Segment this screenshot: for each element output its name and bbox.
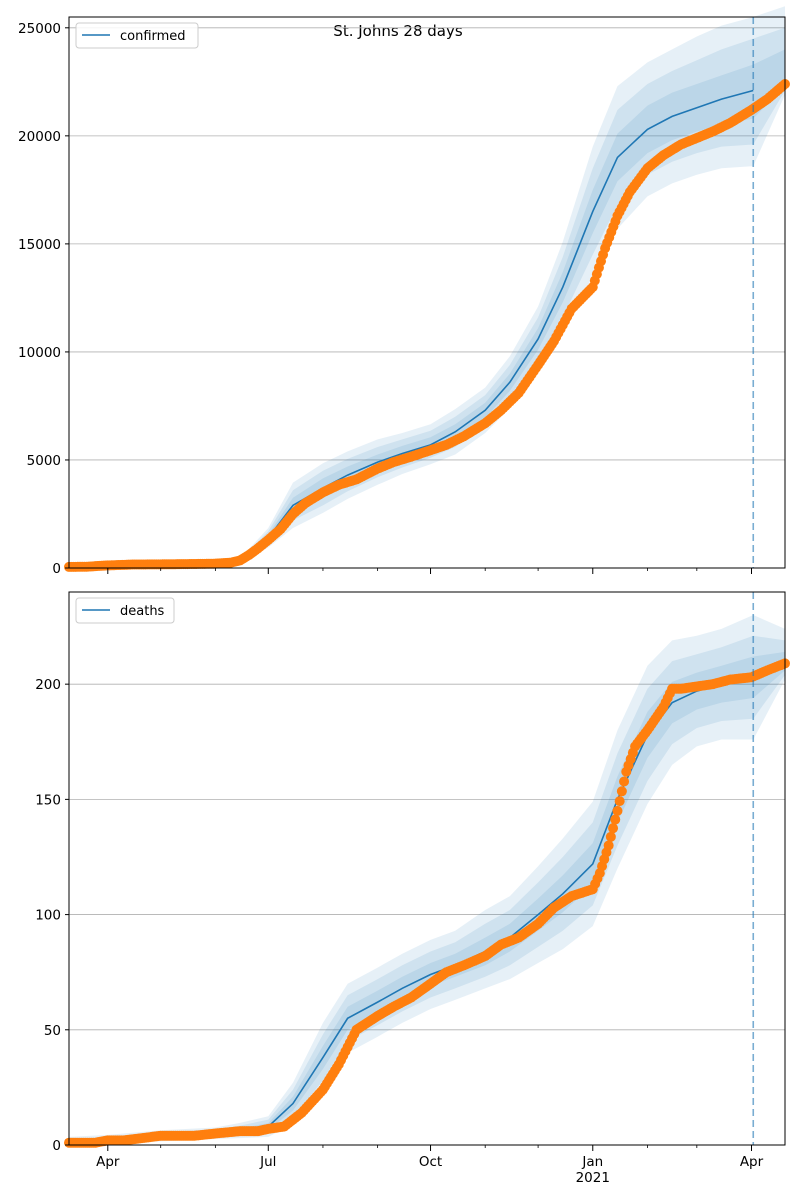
plot-frame	[68, 591, 786, 1146]
observed-point	[619, 776, 630, 787]
y-tick-label: 5000	[27, 453, 61, 469]
legend-box	[75, 22, 199, 49]
x-tick-label: Jan	[581, 1154, 603, 1170]
observed-point	[608, 823, 619, 834]
legend-box	[75, 597, 175, 624]
confidence-band	[69, 6, 785, 568]
x-tick-label: Jul	[259, 1154, 276, 1170]
y-tick-label: 0	[52, 561, 61, 577]
y-tick-label: 25000	[18, 21, 61, 37]
y-tick-label: 0	[52, 1138, 61, 1154]
observed-point	[612, 805, 623, 816]
confidence-band	[69, 49, 785, 568]
y-tick-label: 20000	[18, 129, 61, 145]
y-tick-label: 10000	[18, 345, 61, 361]
observed-series-confirmed	[64, 78, 790, 572]
observed-point	[614, 796, 625, 807]
observed-point	[610, 814, 621, 825]
legend-label: deaths	[120, 604, 165, 619]
confidence-band	[69, 615, 785, 1145]
chart-panel-confirmed: 0 5000 10000 15000 20000 25000 confirmed	[18, 6, 790, 577]
x-tick-label: Apr	[740, 1154, 764, 1170]
x-tick-label: Apr	[96, 1154, 120, 1170]
legend-confirmed: confirmed	[75, 22, 199, 49]
chart-suptitle: St. Johns 28 days	[333, 22, 463, 40]
panels: 0 5000 10000 15000 20000 25000 confirmed 0 50 100…	[18, 6, 790, 1186]
y-tick-label: 50	[44, 1023, 61, 1039]
y-tick-label: 15000	[18, 237, 61, 253]
y-tick-label: 100	[35, 908, 61, 924]
legend-deaths: deaths	[75, 597, 175, 624]
confidence-band	[69, 651, 785, 1144]
confidence-band	[69, 27, 785, 568]
x-tick-sublabel: 2021	[576, 1170, 610, 1186]
x-tick-label: Oct	[419, 1154, 442, 1170]
observed-point	[603, 840, 614, 851]
observed-point	[616, 786, 627, 797]
observed-point	[605, 831, 616, 842]
y-tick-label: 150	[35, 792, 61, 808]
y-tick-label: 200	[35, 677, 61, 693]
legend-label: confirmed	[120, 29, 186, 44]
plot-frame	[68, 16, 786, 569]
